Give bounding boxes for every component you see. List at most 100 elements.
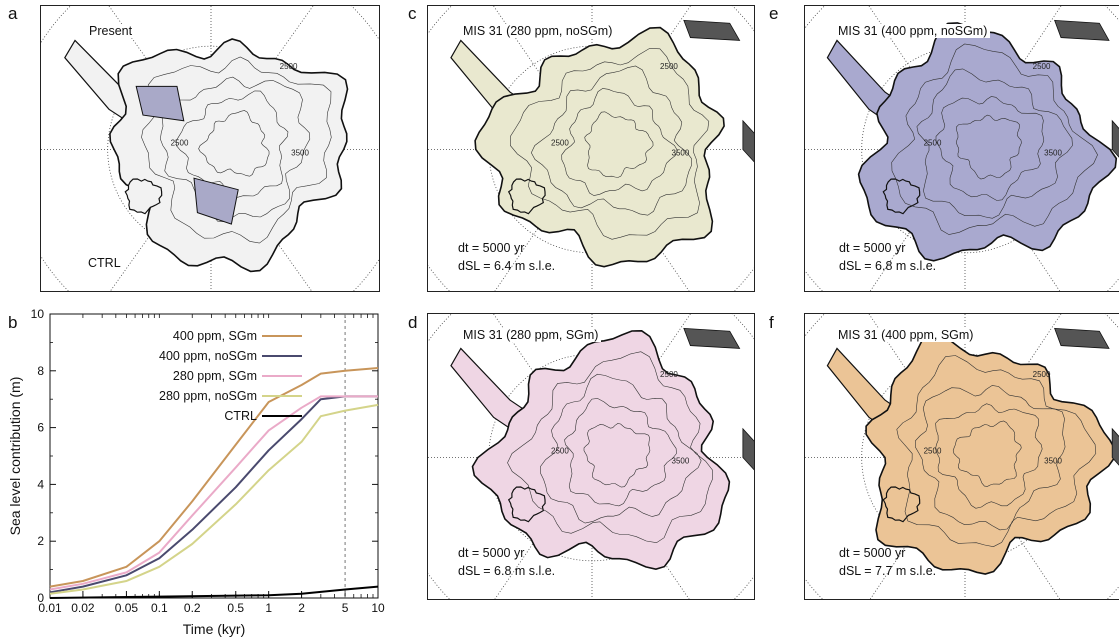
antarctica-map: 3500 2500 2500 [805,6,1119,291]
contour-label: 2500 [1033,62,1051,71]
ice-island [124,178,163,215]
map-title: MIS 31 (280 ppm, SGm) [460,328,602,342]
series-line [49,395,378,594]
antarctica-map: 3500 2500 2500 [428,314,754,599]
graticule-line [868,314,1061,599]
map-dsl: dSL = 6.4 m s.l.e. [458,259,556,273]
contour-label: 2500 [660,370,678,379]
elevation-contour [896,355,1097,548]
ice-island [507,486,546,523]
legend-label: 400 ppm, noSGm [159,349,257,363]
contour-label: 2500 [924,447,942,456]
x-tick-label: 0.2 [184,601,201,615]
antarctica-map: 3500 2500 2500 [41,6,379,291]
map-dt: dt = 5000 yr [458,241,525,255]
map-label-ctrl: CTRL [88,256,121,270]
ice-shelf-fringe [1111,427,1119,466]
map-panel-400-nosgm: 3500 2500 2500 MIS 31 (400 ppm, noSGm) dt … [804,5,1119,292]
ice-sheet [474,26,725,268]
legend-label: CTRL [224,409,257,423]
map-dsl: dSL = 6.8 m s.l.e. [458,564,556,578]
panel-label-f: f [769,313,774,332]
map-dt: dt = 5000 yr [839,241,906,255]
contour-label: 2500 [171,139,189,148]
ice-shelf-fringe [683,19,741,41]
elevation-contour [175,90,289,199]
x-tick-label: 2 [298,601,305,615]
map-title: MIS 31 (280 ppm, noSGm) [460,24,616,38]
map-title-present: Present [86,24,136,38]
series-line [49,395,378,591]
ice-sheet [865,334,1116,575]
ice-shelf-fringe [742,119,754,163]
ice-shelf-fringe [683,327,741,349]
map-panel-280-nosgm: 3500 2500 2500 MIS 31 (280 ppm, noSGm) dt … [427,5,755,292]
panel-label-e: e [769,4,779,23]
ice-island [882,486,921,523]
y-tick-label: 6 [37,421,44,435]
elevation-contour [583,423,651,488]
ice-sheet [471,329,731,571]
contour-label: 2500 [660,62,678,71]
map-title: MIS 31 (400 ppm, SGm) [835,328,977,342]
series-line [49,585,379,599]
ross-ice-shelf [135,85,185,122]
elevation-contour [935,403,1043,509]
contour-label: 2500 [924,139,942,148]
ice-island [507,178,546,215]
elevation-contour [198,110,270,177]
map-dsl: dSL = 7.7 m s.l.e. [839,564,937,578]
x-tick-label: 0.5 [227,601,244,615]
graticule-line [493,6,690,291]
contour-label: 3500 [672,149,690,158]
map-dt: dt = 5000 yr [839,546,906,560]
elevation-contour [891,43,1098,235]
x-tick-label: 0.02 [71,601,95,615]
elevation-contour [916,68,1073,219]
ice-shelf-fringe [742,427,754,471]
elevation-contour [509,48,710,240]
y-tick-label: 4 [37,477,44,491]
x-axis-label: Time (kyr) [183,621,245,637]
contour-label: 2500 [551,447,569,456]
ronne-ice-shelf [193,177,239,225]
contour-label: 3500 [672,457,690,466]
graticule-line [869,6,1062,291]
graticule-line [868,6,1061,291]
contour-label: 3500 [291,149,309,158]
elevation-contour [584,111,654,178]
elevation-contour [159,76,311,223]
x-tick-label: 10 [371,601,385,615]
panel-label-c: c [408,4,417,23]
elevation-contour [564,398,677,507]
elevation-contour [915,385,1066,531]
x-tick-label: 5 [342,601,349,615]
contour-label: 3500 [1044,457,1062,466]
y-tick-label: 2 [37,534,44,548]
map-dt: dt = 5000 yr [458,546,525,560]
elevation-contour [561,88,678,196]
y-tick-label: 0 [37,591,44,605]
panel-label-b: b [8,313,18,332]
legend-label: 400 ppm, SGm [173,329,257,343]
legend-label: 280 ppm, noSGm [159,389,257,403]
x-tick-label: 0.01 [38,601,62,615]
y-tick-label: 8 [37,364,44,378]
x-tick-label: 0.05 [115,601,139,615]
map-title: MIS 31 (400 ppm, noSGm) [835,24,991,38]
ice-shelf-fringe [1111,119,1119,158]
x-tick-label: 0.1 [151,601,168,615]
elevation-contour [935,96,1045,201]
contour-label: 3500 [1044,149,1062,158]
elevation-contour [955,114,1022,180]
y-tick-label: 10 [31,307,45,321]
panel-label-d: d [408,313,418,332]
ice-shelf-fringe [1054,327,1110,349]
elevation-contour [540,373,702,524]
panel-label-a: a [8,4,18,23]
map-dsl: dSL = 6.8 m s.l.e. [839,259,937,273]
y-axis-label: Sea level contribution (m) [7,377,23,536]
contour-label: 2500 [280,62,298,71]
elevation-contour [141,56,332,244]
contour-label: 2500 [1033,370,1051,379]
